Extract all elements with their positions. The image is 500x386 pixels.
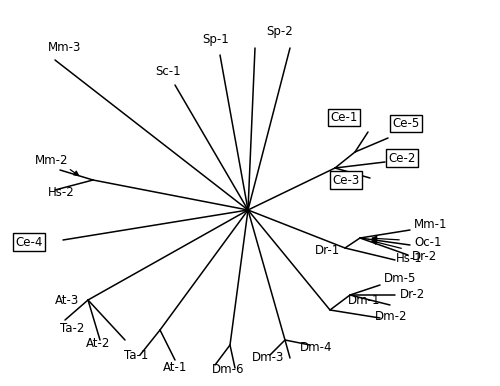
- Text: Ce-2: Ce-2: [388, 151, 415, 164]
- Text: Ce-4: Ce-4: [15, 235, 42, 249]
- Text: Sc-1: Sc-1: [155, 65, 181, 78]
- Text: Dr-2: Dr-2: [412, 249, 437, 262]
- Text: Ta-1: Ta-1: [124, 349, 148, 362]
- Text: Dm-1: Dm-1: [348, 293, 380, 306]
- Text: Ce-5: Ce-5: [392, 117, 419, 130]
- Text: Mm-2: Mm-2: [34, 154, 68, 166]
- Text: Dm-3: Dm-3: [252, 351, 284, 364]
- Text: Oc-1: Oc-1: [414, 235, 442, 249]
- Text: Dm-2: Dm-2: [375, 310, 408, 322]
- Text: Ce-1: Ce-1: [330, 111, 358, 124]
- Text: At-1: At-1: [163, 361, 187, 374]
- Text: Ta-2: Ta-2: [60, 322, 84, 335]
- Text: Hs-2: Hs-2: [48, 186, 75, 198]
- Text: Mm-1: Mm-1: [414, 217, 448, 230]
- Text: Dr-2: Dr-2: [400, 288, 425, 301]
- Text: At-2: At-2: [86, 337, 110, 350]
- Text: Dm-4: Dm-4: [300, 341, 332, 354]
- Text: Sp-2: Sp-2: [266, 25, 293, 38]
- Text: Ce-3: Ce-3: [333, 173, 360, 186]
- Text: Dr-1: Dr-1: [315, 244, 340, 257]
- Text: Hs-1: Hs-1: [396, 252, 423, 264]
- Text: Dm-5: Dm-5: [384, 271, 416, 284]
- Text: Mm-3: Mm-3: [48, 41, 82, 54]
- Text: At-3: At-3: [55, 293, 79, 306]
- Text: Sp-1: Sp-1: [202, 33, 230, 46]
- Text: Dm-6: Dm-6: [212, 363, 244, 376]
